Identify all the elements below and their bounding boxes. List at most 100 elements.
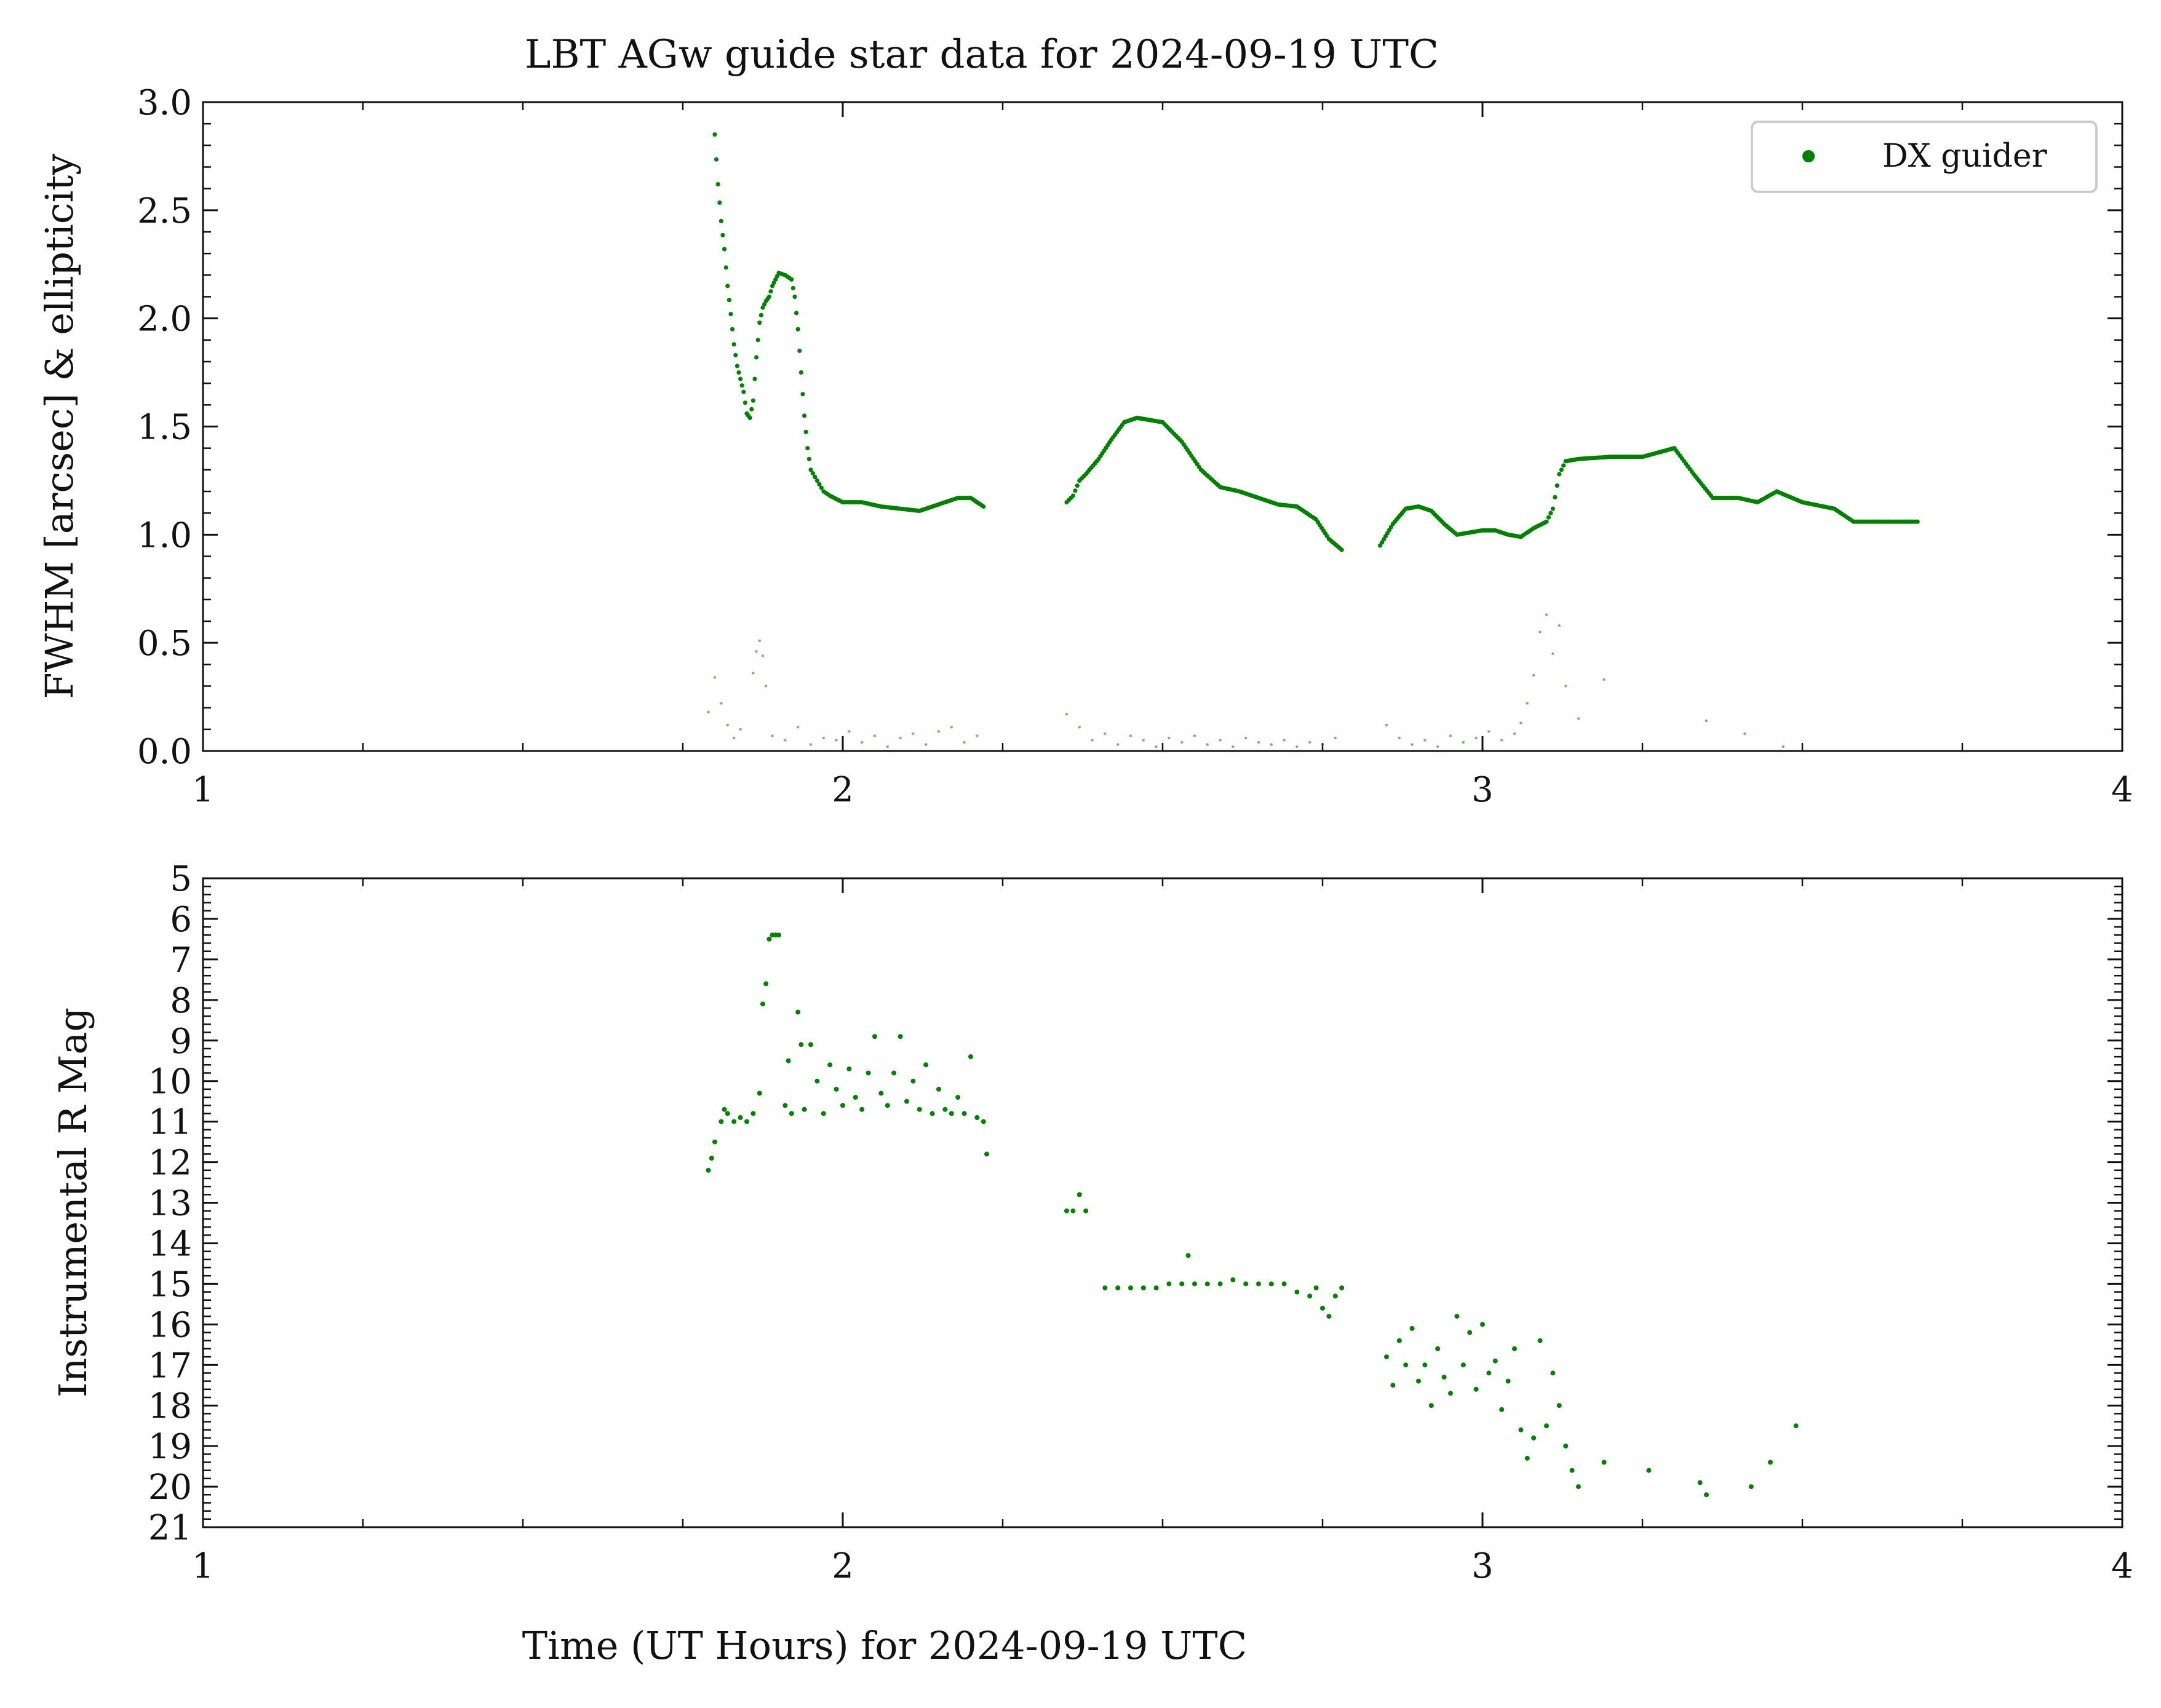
ellipticity-point	[755, 650, 758, 653]
top-y-tick-label: 2.5	[137, 191, 192, 231]
legend: DX guider	[1751, 121, 2098, 193]
mag-point	[1416, 1378, 1421, 1384]
ellipticity-point	[1519, 721, 1522, 725]
ellipticity-point	[835, 739, 838, 742]
mag-point	[942, 1106, 948, 1112]
mag-point	[1339, 1285, 1345, 1290]
mag-point	[840, 1103, 845, 1108]
ellipticity-point	[739, 728, 742, 731]
ellipticity-point	[1180, 741, 1184, 744]
bottom-y-tick-label: 20	[148, 1468, 192, 1507]
ellipticity-point	[1577, 717, 1580, 720]
fwhm-point	[810, 471, 816, 476]
fwhm-point	[792, 294, 797, 300]
mag-point	[917, 1106, 922, 1112]
fwhm-point	[728, 312, 733, 317]
mag-point	[1512, 1346, 1517, 1351]
fwhm-point	[758, 312, 763, 317]
fwhm-point	[733, 352, 738, 358]
ellipticity-point	[937, 730, 941, 733]
mag-point	[821, 1111, 826, 1116]
fwhm-point	[749, 407, 754, 412]
mag-point	[961, 1111, 967, 1116]
bottom-y-tick-label: 15	[148, 1265, 192, 1305]
mag-point	[760, 1001, 765, 1007]
mag-point	[827, 1062, 833, 1068]
top-y-axis-label: FWHM [arcsec] & ellipticity	[37, 154, 82, 699]
ellipticity-point	[1244, 736, 1248, 740]
mag-point	[795, 1009, 801, 1015]
fwhm-point	[723, 265, 728, 270]
mag-point	[1326, 1314, 1332, 1319]
mag-point	[984, 1151, 989, 1157]
bottom-y-tick-label: 16	[148, 1305, 192, 1345]
mag-point	[1435, 1346, 1441, 1351]
fwhm-point	[768, 289, 773, 294]
ellipticity-point	[720, 702, 723, 705]
ellipticity-point	[1257, 741, 1260, 744]
ellipticity-point	[1142, 739, 1145, 742]
ellipticity-point	[713, 676, 717, 679]
bottom-y-tick-label: 5	[170, 859, 192, 899]
fwhm-point	[738, 376, 743, 381]
ellipticity-point	[873, 734, 877, 737]
ellipticity-point	[765, 685, 768, 688]
bottom-x-tick-label: 2	[832, 1546, 854, 1586]
ellipticity-point	[1551, 652, 1554, 656]
bottom-x-tick-label: 1	[192, 1546, 214, 1586]
fwhm-point	[1559, 467, 1564, 472]
ellipticity-point	[797, 726, 800, 729]
fwhm-point	[819, 485, 824, 490]
mag-point	[1403, 1362, 1409, 1368]
ellipticity-point	[771, 734, 774, 737]
mag-point	[1204, 1281, 1210, 1287]
fwhm-point	[720, 232, 725, 237]
mag-point	[923, 1062, 929, 1068]
mag-point	[1083, 1208, 1089, 1213]
fwhm-point	[1561, 463, 1566, 468]
mag-point	[798, 1042, 804, 1047]
mag-point	[1064, 1208, 1069, 1213]
mag-point	[1569, 1468, 1575, 1473]
ellipticity-point	[1193, 734, 1196, 737]
ellipticity-point	[1513, 732, 1516, 736]
ellipticity-point	[1532, 673, 1535, 677]
mag-point	[718, 1119, 724, 1124]
ellipticity-point	[1449, 734, 1452, 737]
mag-point	[802, 1106, 807, 1112]
bottom-x-tick-label: 3	[1471, 1546, 1494, 1586]
fwhm-point	[800, 392, 805, 397]
ellipticity-point	[1538, 630, 1542, 634]
mag-point	[897, 1034, 903, 1039]
fwhm-point	[754, 355, 759, 360]
mag-point	[1697, 1480, 1703, 1485]
mag-point	[936, 1086, 941, 1092]
bottom-y-tick-label: 8	[170, 981, 192, 1021]
mag-point	[1793, 1423, 1799, 1429]
mag-point	[1243, 1281, 1249, 1287]
legend-label: DX guider	[1882, 138, 2047, 175]
ellipticity-point	[1065, 713, 1069, 716]
fwhm-point	[731, 342, 736, 347]
ellipticity-point	[1308, 741, 1311, 744]
mag-point	[731, 1119, 737, 1124]
ellipticity-point	[886, 745, 889, 749]
mag-point	[808, 1042, 813, 1047]
ellipticity-point	[752, 672, 755, 675]
fwhm-point	[757, 320, 762, 325]
ellipticity-point	[1091, 739, 1094, 742]
top-y-tick-label: 3.0	[137, 83, 192, 123]
mag-point	[1332, 1293, 1338, 1299]
legend-marker	[1802, 150, 1815, 162]
mag-point	[1646, 1468, 1652, 1473]
fwhm-point	[790, 285, 795, 290]
bottom-y-tick-label: 18	[148, 1386, 192, 1426]
mag-point	[1077, 1192, 1082, 1198]
fwhm-point	[712, 132, 717, 137]
mag-point	[1576, 1484, 1581, 1490]
mag-point	[1499, 1407, 1505, 1412]
ellipticity-point	[950, 726, 953, 729]
mag-point	[709, 1156, 714, 1161]
